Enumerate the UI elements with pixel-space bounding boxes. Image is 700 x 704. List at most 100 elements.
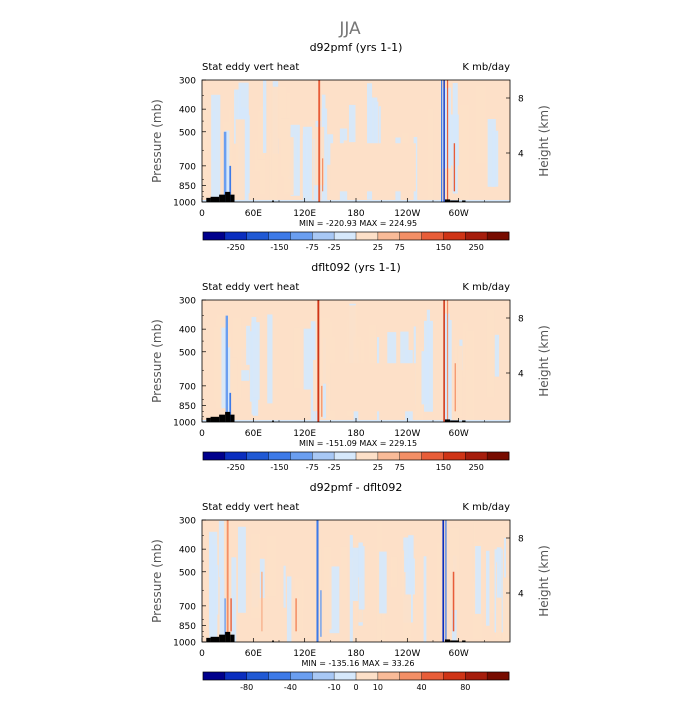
field-patch	[487, 119, 496, 187]
field-patch	[503, 577, 510, 642]
y-tick-label: 700	[179, 382, 196, 392]
colorbar-label: 75	[395, 243, 405, 252]
field-patch	[277, 87, 286, 139]
y-tick-label: 1000	[173, 419, 196, 429]
field-patch	[408, 535, 414, 587]
colorbar-swatch	[377, 232, 401, 240]
field-patch	[374, 101, 379, 180]
field-patch	[387, 332, 397, 370]
x-tick-label: 60E	[245, 429, 262, 439]
x-tick-label: 180	[347, 209, 364, 219]
colorbar-label: 150	[436, 243, 451, 252]
terrain-block	[444, 639, 451, 642]
field-patch	[294, 578, 303, 633]
field-patch	[202, 110, 207, 202]
colorbar-label: 10	[373, 683, 383, 692]
colorbar-swatch	[224, 672, 248, 680]
field-patch	[224, 130, 230, 202]
field-patch	[401, 550, 405, 598]
colorbar-label: -80	[240, 683, 253, 692]
panel-title: d92pmf (yrs 1-1)	[310, 41, 403, 54]
field-feature	[445, 520, 447, 642]
field-feature	[443, 80, 445, 202]
min-max-stats: MIN = -135.16 MAX = 33.26	[301, 659, 414, 668]
field-patch	[496, 547, 502, 598]
x-tick-label: 0	[199, 209, 205, 219]
colorbar-swatch	[356, 672, 379, 680]
field-patch	[358, 546, 365, 610]
field-patch	[452, 83, 458, 194]
colorbar-swatch	[465, 232, 488, 240]
y-axis-right-title: Height (km)	[537, 325, 551, 396]
field-patch	[246, 325, 251, 365]
terrain-block	[225, 411, 231, 422]
field-patch	[348, 104, 356, 143]
colorbar-label: 25	[373, 243, 383, 252]
field-feature	[441, 80, 443, 202]
colorbar-label: -150	[270, 463, 288, 472]
field-feature	[317, 300, 320, 422]
field-feature	[322, 158, 324, 192]
colorbar-swatch	[268, 672, 291, 680]
field-patch	[234, 89, 242, 144]
y-tick-label: 850	[179, 622, 196, 632]
terrain-block	[230, 194, 235, 202]
panel-title: d92pmf - dflt092	[310, 481, 403, 494]
colorbar-swatch	[224, 452, 248, 460]
terrain-block	[450, 420, 459, 422]
y-tick-label: 500	[179, 348, 196, 358]
colorbar-swatch	[290, 672, 313, 680]
field-patch	[267, 314, 273, 404]
field-patch	[486, 550, 490, 626]
x-tick-label: 120W	[394, 209, 420, 219]
colorbar-swatch	[290, 232, 313, 240]
field-patch	[443, 313, 450, 384]
terrain-block	[444, 419, 451, 422]
panel-3: d92pmf - dflt092 Stat eddy vert heat K mb/…	[150, 481, 551, 692]
field-patch	[402, 572, 411, 642]
colorbar-swatch	[290, 452, 313, 460]
colorbar-swatch	[203, 452, 226, 460]
colorbar-label: 250	[469, 463, 484, 472]
right-tick-label: 4	[518, 150, 524, 160]
colorbar-swatch	[334, 672, 357, 680]
x-tick-label: 60W	[448, 209, 468, 219]
field-patch	[426, 309, 430, 362]
colorbar-label: 75	[395, 463, 405, 472]
field-patch	[465, 330, 474, 422]
field-patch	[257, 111, 266, 160]
field-patch	[209, 534, 213, 595]
right-tick-label: 4	[518, 370, 524, 380]
panel-2: dflt092 (yrs 1-1) Stat eddy vert heat K mb…	[150, 261, 551, 472]
field-feature	[225, 315, 229, 422]
colorbar-swatch	[443, 452, 466, 460]
colorbar-swatch	[203, 672, 226, 680]
field-patch	[227, 347, 231, 422]
field-feature	[453, 143, 456, 192]
field-patch	[323, 546, 332, 630]
terrain-block	[219, 414, 226, 422]
colorbar-swatch	[246, 232, 269, 240]
y-axis-title: Pressure (mb)	[150, 319, 164, 403]
field-patch	[368, 324, 377, 388]
colorbar-label: -10	[328, 683, 341, 692]
field-patch	[348, 305, 358, 399]
y-tick-label: 300	[179, 517, 196, 527]
field-patch	[230, 357, 238, 404]
right-tick-label: 8	[518, 95, 524, 105]
colorbar-label: -25	[328, 243, 341, 252]
field-patch	[454, 344, 461, 422]
field-patch	[449, 527, 460, 611]
y-axis-title: Pressure (mb)	[150, 539, 164, 623]
colorbar-label: -250	[227, 463, 245, 472]
field-feature	[446, 80, 449, 202]
colorbar-swatch	[377, 452, 401, 460]
field-patch	[379, 551, 387, 614]
field-feature	[318, 80, 321, 202]
field-feature	[320, 590, 322, 637]
colorbar-label: 40	[416, 683, 426, 692]
field-patch	[211, 94, 221, 198]
field-patch	[221, 327, 226, 409]
colorbar-swatch	[421, 452, 444, 460]
field-patch	[235, 119, 245, 202]
